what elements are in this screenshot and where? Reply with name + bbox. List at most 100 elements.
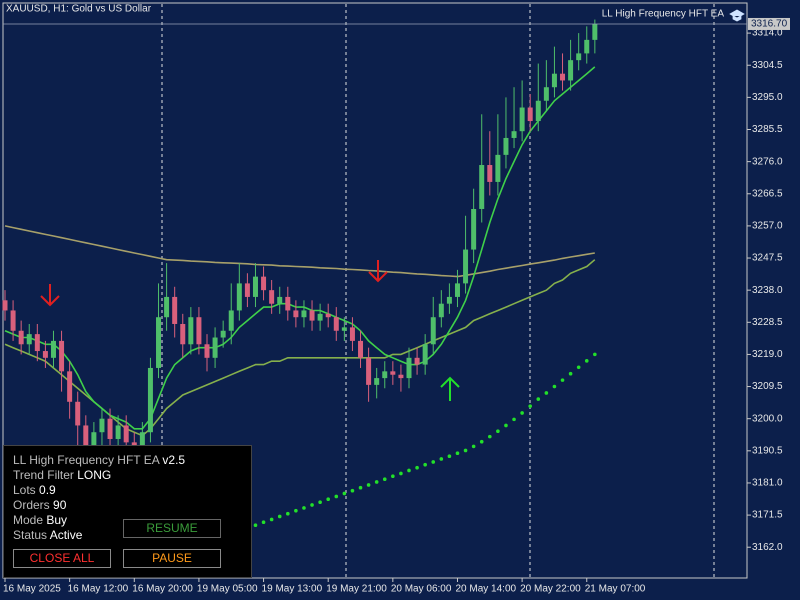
candle-body xyxy=(228,310,234,331)
y-tick-label: 3162.0 xyxy=(752,542,783,553)
candle-body xyxy=(333,317,339,331)
candle-body xyxy=(325,313,331,318)
candle-body xyxy=(527,107,533,122)
sar-dot xyxy=(334,494,339,499)
panel-label: Status xyxy=(13,528,48,542)
candle-body xyxy=(196,317,202,345)
candle-body xyxy=(18,330,24,345)
sar-dot xyxy=(512,417,516,422)
panel-value: 0.9 xyxy=(39,483,56,497)
candle-body xyxy=(366,357,372,385)
candle-body xyxy=(568,60,574,81)
panel-row: Status Active xyxy=(13,528,82,542)
y-tick-label: 3219.0 xyxy=(752,349,783,360)
candle-body xyxy=(479,165,485,209)
candle-body xyxy=(503,137,509,155)
y-tick-label: 3304.5 xyxy=(752,60,783,71)
candle-body xyxy=(463,249,469,284)
candle-body xyxy=(301,310,307,318)
y-tick-label: 3257.0 xyxy=(752,221,783,232)
candle-body xyxy=(349,327,355,341)
sar-dot xyxy=(560,378,565,382)
sar-dot xyxy=(326,497,331,501)
panel-label: Lots xyxy=(13,483,36,497)
candle-body xyxy=(592,23,598,40)
candle-body xyxy=(374,378,380,385)
candle-body xyxy=(519,107,525,132)
sar-dot xyxy=(358,485,363,490)
sar-dot xyxy=(463,448,468,453)
close-all-button[interactable]: CLOSE ALL xyxy=(13,549,111,568)
sar-dot xyxy=(504,423,508,428)
panel-title: LL High Frequency HFT EA xyxy=(13,453,160,467)
sar-dot xyxy=(423,462,427,467)
sar-dot xyxy=(455,451,460,455)
y-tick-label: 3266.5 xyxy=(752,188,783,199)
panel-value: LONG xyxy=(77,468,112,482)
candle-body xyxy=(236,283,242,311)
panel-row: Lots 0.9 xyxy=(13,483,56,497)
sar-dot xyxy=(431,460,436,464)
candle-body xyxy=(42,351,48,358)
y-tick-label: 3295.0 xyxy=(752,92,783,103)
sar-dot xyxy=(552,384,557,389)
panel-label: Trend Filter xyxy=(13,468,74,482)
sar-dot xyxy=(318,500,322,505)
candle-body xyxy=(390,371,396,375)
panel-value: 90 xyxy=(53,498,67,512)
y-tick-label: 3171.5 xyxy=(752,510,783,521)
candle-body xyxy=(252,276,258,297)
y-tick-label: 3247.5 xyxy=(752,253,783,264)
sar-dot xyxy=(302,506,306,510)
candle-body xyxy=(471,208,477,250)
candle-body xyxy=(75,401,81,426)
candle-body xyxy=(83,425,89,446)
panel-label: Orders xyxy=(13,498,50,512)
candle-body xyxy=(414,357,420,365)
x-tick-label: 20 May 14:00 xyxy=(455,584,516,595)
panel-row: Mode Buy xyxy=(13,513,67,527)
panel-row: Orders 90 xyxy=(13,498,66,512)
x-tick-label: 21 May 07:00 xyxy=(585,584,646,595)
sar-dot xyxy=(447,454,452,459)
resume-button[interactable]: RESUME xyxy=(123,519,221,538)
sar-dot xyxy=(593,352,597,357)
candle-body xyxy=(147,367,153,433)
sar-dot xyxy=(269,517,274,522)
x-tick-label: 19 May 13:00 xyxy=(262,584,323,595)
x-tick-label: 20 May 22:00 xyxy=(520,584,581,595)
sar-dot xyxy=(294,508,298,513)
sar-dot xyxy=(391,474,395,478)
candle-body xyxy=(156,317,162,368)
candle-body xyxy=(551,73,557,88)
sar-dot xyxy=(350,488,355,493)
candle-body xyxy=(358,340,364,358)
candle-body xyxy=(180,323,186,345)
candle-body xyxy=(26,334,32,345)
panel-version: v2.5 xyxy=(162,453,186,467)
sar-dot xyxy=(310,503,314,507)
last-price-label: 3316.70 xyxy=(751,19,788,30)
candle-body xyxy=(261,276,267,291)
candle-body xyxy=(317,313,323,321)
sar-dot xyxy=(496,429,500,434)
candle-body xyxy=(220,330,226,338)
panel-value: Active xyxy=(49,528,83,542)
candle-body xyxy=(50,340,56,358)
sar-dot xyxy=(520,411,524,415)
sar-dot xyxy=(253,523,258,528)
moving-average xyxy=(4,66,596,430)
sar-dot xyxy=(286,511,290,516)
y-tick-label: 3314.0 xyxy=(752,28,783,39)
moving-average xyxy=(4,225,595,278)
sar-dot xyxy=(488,434,492,439)
candle-body xyxy=(139,432,145,453)
sar-dot xyxy=(342,491,347,496)
sar-dot xyxy=(415,465,419,470)
pause-button[interactable]: PAUSE xyxy=(123,549,221,568)
candle-body xyxy=(535,100,541,122)
candle-body xyxy=(446,296,452,304)
candle-body xyxy=(454,283,460,297)
sar-dot xyxy=(382,477,387,482)
